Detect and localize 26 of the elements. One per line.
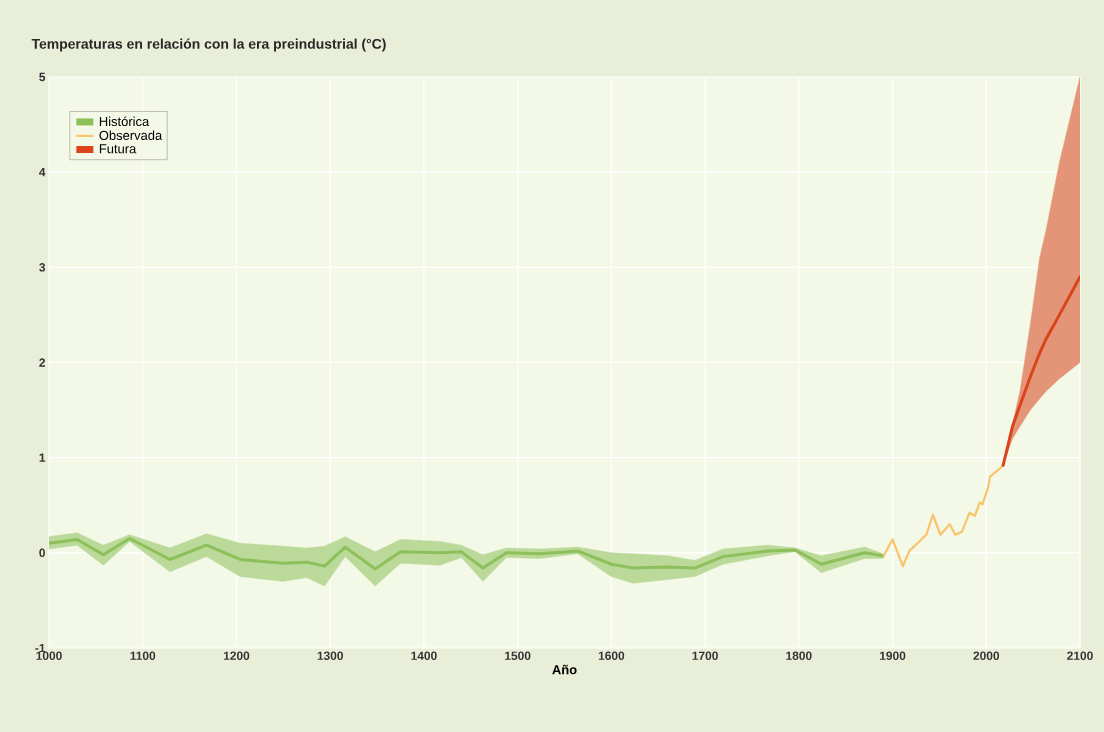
x-axis-title: Año xyxy=(552,664,577,675)
x-tick-label: 1500 xyxy=(505,651,531,660)
x-tick-label: 2100 xyxy=(1067,651,1093,660)
y-tick-label: 1 xyxy=(39,453,46,462)
y-tick-label: 5 xyxy=(39,72,46,82)
x-tick-label: 1400 xyxy=(411,651,437,660)
legend-label: Futura xyxy=(99,144,137,154)
x-tick-label: 1900 xyxy=(880,651,906,660)
legend-label: Observada xyxy=(99,130,163,140)
chart-title: Temperaturas en relación con la era preindustrial (°C) xyxy=(31,38,386,52)
x-tick-label: 1700 xyxy=(692,651,718,660)
x-tick-label: 1300 xyxy=(317,651,343,660)
x-tick-label: 1000 xyxy=(36,651,62,660)
y-tick-label: 0 xyxy=(39,548,45,558)
x-tick-label: 1100 xyxy=(130,651,156,660)
legend-label: Histórica xyxy=(99,116,150,127)
x-tick-label: 1200 xyxy=(223,651,250,660)
line-series xyxy=(49,537,885,571)
line-series xyxy=(1001,275,1080,467)
y-tick-label: 2 xyxy=(39,358,46,367)
y-tick-label: 3 xyxy=(39,263,46,272)
x-tick-label: 1600 xyxy=(598,651,625,660)
x-tick-label: 2000 xyxy=(973,651,1000,660)
y-tick-label: 4 xyxy=(39,168,46,177)
x-tick-label: 1800 xyxy=(786,651,812,660)
line-series xyxy=(882,464,1005,568)
